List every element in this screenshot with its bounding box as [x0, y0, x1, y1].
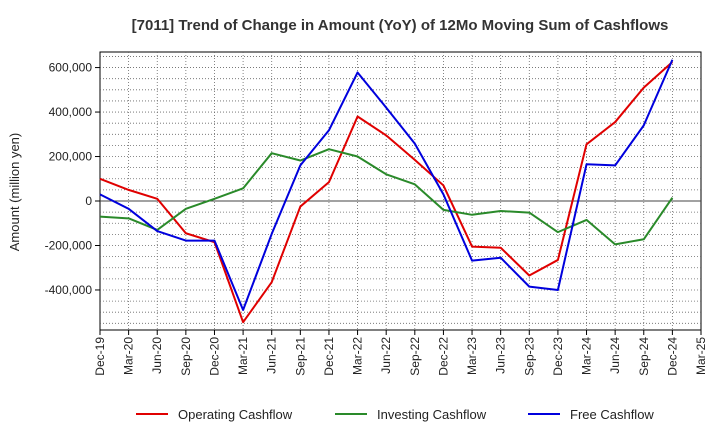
x-tick-label: Jun-21: [265, 337, 279, 374]
x-tick-label: Sep-21: [293, 337, 307, 376]
x-axis: Dec-19 Mar-20 Jun-20 Sep-20 Dec-20 Mar-21 Jun-…: [93, 330, 708, 376]
x-tick-label: Mar-20: [122, 337, 136, 375]
x-tick-label: Jun-20: [150, 337, 164, 374]
series-group: [99, 59, 674, 324]
x-tick-label: Mar-23: [465, 337, 479, 375]
x-tick-label: Mar-25: [694, 337, 708, 375]
x-tick-label: Sep-20: [179, 337, 193, 376]
x-tick-label: Dec-23: [551, 337, 565, 376]
y-tick-label: 400,000: [49, 105, 93, 119]
y-tick-label: 0: [85, 194, 92, 208]
x-tick-label: Mar-21: [236, 337, 250, 375]
x-tick-label: Sep-24: [637, 337, 651, 376]
y-tick-label: -400,000: [45, 283, 93, 297]
x-tick-label: Dec-21: [322, 337, 336, 376]
chart-title: [7011] Trend of Change in Amount (YoY) o…: [132, 17, 669, 34]
x-tick-label: Dec-20: [207, 337, 221, 376]
legend-label-investing-cashflow: Investing Cashflow: [377, 407, 487, 422]
x-tick-label: Dec-19: [93, 337, 107, 376]
x-tick-label: Mar-22: [351, 337, 365, 375]
plot-frame: [99, 51, 702, 331]
y-tick-label: 200,000: [49, 150, 93, 164]
legend-label-operating-cashflow: Operating Cashflow: [178, 407, 293, 422]
x-tick-label: Sep-22: [408, 337, 422, 376]
y-tick-label: 600,000: [49, 61, 93, 75]
series-line-investing-cashflow: [99, 148, 674, 246]
x-tick-label: Dec-22: [436, 337, 450, 376]
y-axis: -400,000 -200,000 0 200,000 400,000 600,000: [45, 61, 100, 297]
x-tick-label: Jun-22: [379, 337, 393, 374]
x-tick-label: Mar-24: [580, 337, 594, 375]
y-axis-label: Amount (million yen): [7, 133, 22, 252]
series-line-operating-cashflow: [99, 61, 674, 324]
plot-area: [99, 51, 702, 331]
series-line-free-cashflow: [99, 59, 674, 311]
x-tick-label: Jun-23: [494, 337, 508, 374]
x-tick-label: Jun-24: [608, 337, 622, 374]
x-tick-label: Sep-23: [522, 337, 536, 376]
x-tick-label: Dec-24: [665, 337, 679, 376]
legend: Operating Cashflow Investing Cashflow Free…: [136, 407, 654, 422]
y-tick-label: -200,000: [45, 238, 93, 252]
legend-label-free-cashflow: Free Cashflow: [570, 407, 654, 422]
